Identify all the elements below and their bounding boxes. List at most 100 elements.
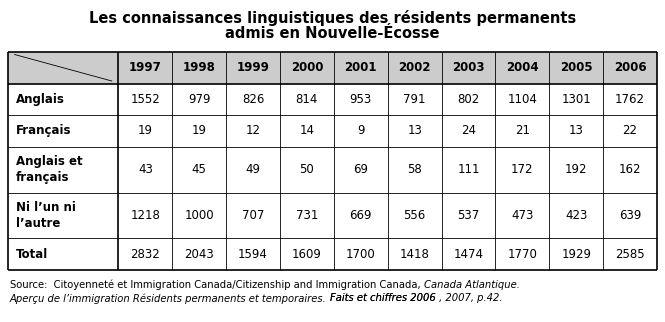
Text: 1609: 1609 [292, 248, 322, 261]
Text: 953: 953 [350, 93, 372, 106]
Text: Anglais et
français: Anglais et français [16, 155, 82, 184]
Bar [549, 239, 603, 270]
Text: 2002: 2002 [398, 61, 431, 74]
Text: 2005: 2005 [560, 61, 593, 74]
Bar [118, 83, 172, 115]
Text: 192: 192 [565, 163, 587, 176]
Text: 1474: 1474 [454, 248, 483, 261]
Bar [549, 147, 603, 193]
Bar [280, 83, 334, 115]
Text: admis en Nouvelle-Écosse: admis en Nouvelle-Écosse [225, 26, 440, 41]
Bar [603, 147, 657, 193]
Text: 707: 707 [242, 209, 264, 222]
Text: Français: Français [16, 124, 71, 137]
Bar [334, 52, 388, 83]
Bar [280, 239, 334, 270]
Text: 13: 13 [569, 124, 584, 137]
Text: 19: 19 [138, 124, 153, 137]
Text: 24: 24 [461, 124, 476, 137]
Text: 473: 473 [511, 209, 533, 222]
Bar [495, 193, 549, 239]
Bar [280, 147, 334, 193]
Text: 22: 22 [622, 124, 638, 137]
Bar [495, 115, 549, 147]
Bar [226, 115, 280, 147]
Bar [8, 83, 118, 115]
Bar [280, 52, 334, 83]
Text: 9: 9 [357, 124, 364, 137]
Text: 1594: 1594 [238, 248, 268, 261]
Bar [442, 52, 495, 83]
Bar [442, 239, 495, 270]
Bar [118, 193, 172, 239]
Bar [334, 147, 388, 193]
Bar [603, 193, 657, 239]
Text: 162: 162 [619, 163, 641, 176]
Text: 2001: 2001 [344, 61, 377, 74]
Bar [495, 83, 549, 115]
Bar [172, 239, 226, 270]
Bar [495, 239, 549, 270]
Bar [172, 83, 226, 115]
Text: 1552: 1552 [130, 93, 160, 106]
Text: Faits et chiffres 2006: Faits et chiffres 2006 [330, 293, 436, 303]
Text: 1762: 1762 [615, 93, 645, 106]
Text: 69: 69 [353, 163, 368, 176]
Text: , 2007, p.42.: , 2007, p.42. [436, 293, 502, 303]
Text: 13: 13 [407, 124, 422, 137]
Text: 1418: 1418 [400, 248, 430, 261]
Text: 2000: 2000 [291, 61, 323, 74]
Bar [603, 52, 657, 83]
Text: 802: 802 [458, 93, 479, 106]
Bar [388, 147, 442, 193]
Text: 1998: 1998 [183, 61, 215, 74]
Text: 2006: 2006 [614, 61, 646, 74]
Text: 423: 423 [565, 209, 587, 222]
Text: Aperçu de l’immigration Résidents permanents et temporaires.: Aperçu de l’immigration Résidents perman… [10, 293, 330, 304]
Bar [388, 83, 442, 115]
Text: 826: 826 [242, 93, 264, 106]
Text: 2832: 2832 [130, 248, 160, 261]
Text: 791: 791 [404, 93, 426, 106]
Bar [442, 83, 495, 115]
Bar [172, 147, 226, 193]
Text: 1218: 1218 [130, 209, 160, 222]
Text: Les connaissances linguistiques des résidents permanents: Les connaissances linguistiques des rési… [89, 10, 576, 26]
Text: 43: 43 [138, 163, 153, 176]
Bar [226, 239, 280, 270]
Text: 12: 12 [245, 124, 261, 137]
Bar [226, 147, 280, 193]
Text: Faits et chiffres 2006: Faits et chiffres 2006 [330, 293, 436, 303]
Bar [549, 193, 603, 239]
Text: 58: 58 [407, 163, 422, 176]
Bar [442, 115, 495, 147]
Bar [8, 147, 118, 193]
Bar [495, 52, 549, 83]
Bar [334, 193, 388, 239]
Bar [280, 193, 334, 239]
Text: 1770: 1770 [507, 248, 537, 261]
Bar [549, 83, 603, 115]
Bar [118, 147, 172, 193]
Bar [226, 193, 280, 239]
Bar [442, 193, 495, 239]
Text: Ni l’un ni
l’autre: Ni l’un ni l’autre [16, 201, 76, 230]
Bar [334, 83, 388, 115]
Text: 731: 731 [296, 209, 318, 222]
Text: 979: 979 [188, 93, 210, 106]
Text: 2585: 2585 [615, 248, 645, 261]
Bar [549, 52, 603, 83]
Text: 1104: 1104 [507, 93, 537, 106]
Bar [388, 193, 442, 239]
Bar [118, 239, 172, 270]
Bar [603, 115, 657, 147]
Text: 814: 814 [296, 93, 318, 106]
Text: 19: 19 [192, 124, 207, 137]
Text: 1301: 1301 [561, 93, 591, 106]
Text: Canada Atlantique.: Canada Atlantique. [424, 280, 519, 290]
Text: 172: 172 [511, 163, 533, 176]
Text: 2043: 2043 [184, 248, 214, 261]
Bar [8, 239, 118, 270]
Text: 21: 21 [515, 124, 530, 137]
Text: 2003: 2003 [452, 61, 485, 74]
